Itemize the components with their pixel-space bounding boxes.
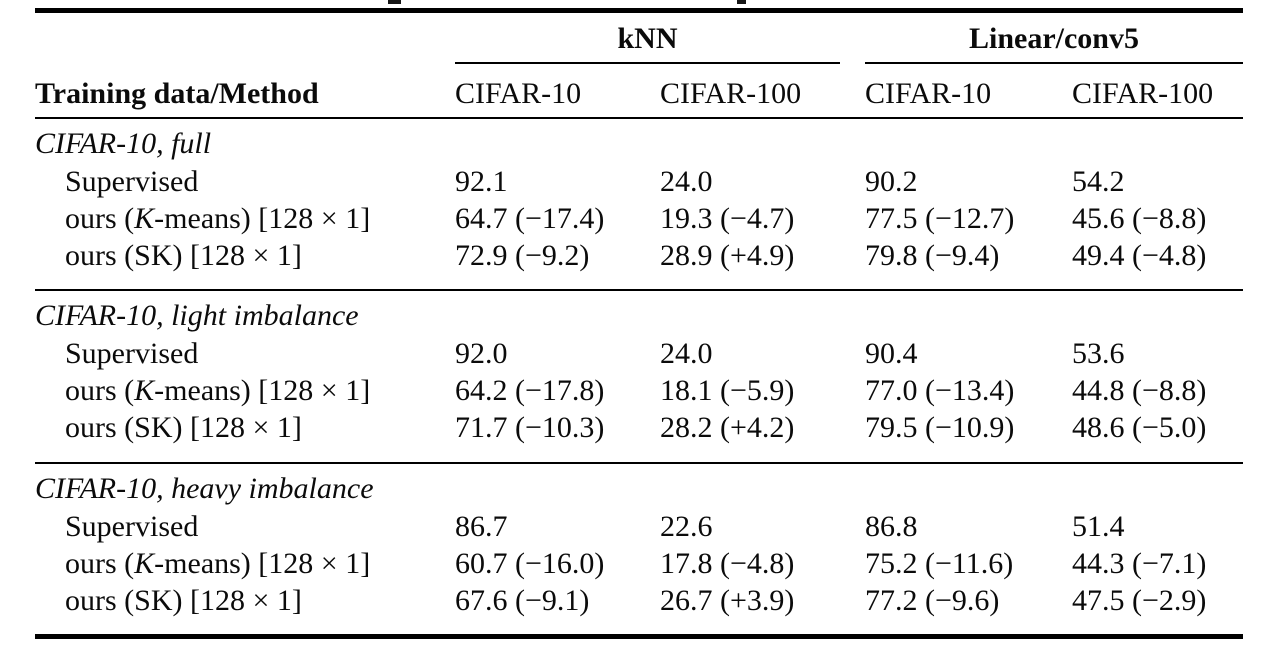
value-cell: 44.3 (−7.1) bbox=[1072, 547, 1207, 580]
linear-cmidrule bbox=[865, 62, 1243, 64]
table-top-rule bbox=[35, 8, 1243, 13]
method-text: ours ( bbox=[65, 547, 135, 580]
method-cell: ours (K-means) [128 × 1] bbox=[35, 372, 455, 409]
method-text: -means) [128 × 1] bbox=[154, 374, 371, 407]
knn-group-label: kNN bbox=[617, 22, 678, 55]
table-row: ours (SK) [128 × 1] 71.7 (−10.3) 28.2 (+… bbox=[35, 409, 1243, 446]
value-cell: 44.8 (−8.8) bbox=[1072, 374, 1207, 407]
value-cell: 28.9 (+4.9) bbox=[660, 239, 795, 272]
method-text: ours (SK) [128 × 1] bbox=[65, 584, 302, 617]
method-cell: ours (SK) [128 × 1] bbox=[35, 409, 455, 446]
value-cell: 92.0 bbox=[455, 337, 508, 370]
section-cifar10-light-imbalance: CIFAR-10, light imbalance Supervised 92.… bbox=[35, 291, 1243, 462]
method-cell: Supervised bbox=[35, 335, 455, 372]
value-cell: 49.4 (−4.8) bbox=[1072, 239, 1207, 272]
method-column-header: Training data/Method bbox=[35, 77, 319, 110]
method-cell: Supervised bbox=[35, 163, 455, 200]
section-divider-rule bbox=[35, 289, 1243, 291]
method-cell: ours (SK) [128 × 1] bbox=[35, 582, 455, 619]
table-row: ours (SK) [128 × 1] 72.9 (−9.2) 28.9 (+4… bbox=[35, 237, 1243, 274]
value-cell: 64.7 (−17.4) bbox=[455, 202, 605, 235]
table-row: ours (K-means) [128 × 1] 64.2 (−17.8) 18… bbox=[35, 372, 1243, 409]
group-header-row: kNN Linear/conv5 bbox=[35, 13, 1243, 64]
method-text: Supervised bbox=[65, 165, 199, 198]
table-row: ours (K-means) [128 × 1] 64.7 (−17.4) 19… bbox=[35, 200, 1243, 237]
value-cell: 51.4 bbox=[1072, 510, 1125, 543]
value-cell: 90.4 bbox=[865, 337, 918, 370]
value-cell: 19.3 (−4.7) bbox=[660, 202, 795, 235]
value-cell: 60.7 (−16.0) bbox=[455, 547, 605, 580]
results-table: kNN Linear/conv5 Training data/Method CI… bbox=[35, 8, 1243, 639]
method-text: ours ( bbox=[65, 202, 135, 235]
value-cell: 67.6 (−9.1) bbox=[455, 584, 590, 617]
column-header-linear-cifar10: CIFAR-10 bbox=[865, 77, 992, 110]
column-header-linear-cifar100: CIFAR-100 bbox=[1072, 77, 1214, 110]
group-header-spacer bbox=[35, 13, 455, 64]
section-title: CIFAR-10, full bbox=[35, 127, 212, 160]
table-row: Supervised 92.1 24.0 90.2 54.2 bbox=[35, 163, 1243, 200]
group-header-knn: kNN bbox=[455, 13, 865, 64]
column-header-knn-cifar10: CIFAR-10 bbox=[455, 77, 582, 110]
caption-fragment bbox=[737, 0, 746, 4]
method-text: ours (SK) [128 × 1] bbox=[65, 239, 302, 272]
value-cell: 17.8 (−4.8) bbox=[660, 547, 795, 580]
value-cell: 45.6 (−8.8) bbox=[1072, 202, 1207, 235]
method-text: -means) [128 × 1] bbox=[154, 547, 371, 580]
method-text: Supervised bbox=[65, 337, 199, 370]
column-header-row: Training data/Method CIFAR-10 CIFAR-100 … bbox=[35, 64, 1243, 117]
value-cell: 79.8 (−9.4) bbox=[865, 239, 1000, 272]
value-cell: 24.0 bbox=[660, 165, 713, 198]
method-italic-var: K bbox=[134, 374, 155, 407]
header-midrule bbox=[35, 117, 1243, 119]
value-cell: 64.2 (−17.8) bbox=[455, 374, 605, 407]
section-cifar10-full: CIFAR-10, full Supervised 92.1 24.0 90.2… bbox=[35, 119, 1243, 289]
value-cell: 24.0 bbox=[660, 337, 713, 370]
value-cell: 28.2 (+4.2) bbox=[660, 411, 795, 444]
table-row: ours (SK) [128 × 1] 67.6 (−9.1) 26.7 (+3… bbox=[35, 582, 1243, 619]
value-cell: 77.0 (−13.4) bbox=[865, 374, 1015, 407]
linear-group-label: Linear/conv5 bbox=[969, 22, 1139, 55]
knn-cmidrule bbox=[455, 62, 840, 64]
group-header-linear: Linear/conv5 bbox=[865, 13, 1243, 64]
method-italic-var: K bbox=[134, 547, 155, 580]
section-divider-rule bbox=[35, 462, 1243, 464]
value-cell: 71.7 (−10.3) bbox=[455, 411, 605, 444]
value-cell: 79.5 (−10.9) bbox=[865, 411, 1015, 444]
method-text: -means) [128 × 1] bbox=[154, 202, 371, 235]
method-italic-var: K bbox=[134, 202, 155, 235]
value-cell: 90.2 bbox=[865, 165, 918, 198]
table-row: Supervised 86.7 22.6 86.8 51.4 bbox=[35, 508, 1243, 545]
method-text: Supervised bbox=[65, 510, 199, 543]
method-text: ours (SK) [128 × 1] bbox=[65, 411, 302, 444]
value-cell: 77.5 (−12.7) bbox=[865, 202, 1015, 235]
method-cell: ours (K-means) [128 × 1] bbox=[35, 200, 455, 237]
table-row: ours (K-means) [128 × 1] 60.7 (−16.0) 17… bbox=[35, 545, 1243, 582]
value-cell: 22.6 bbox=[660, 510, 713, 543]
value-cell: 18.1 (−5.9) bbox=[660, 374, 795, 407]
caption-fragment bbox=[388, 0, 401, 4]
value-cell: 86.8 bbox=[865, 510, 918, 543]
method-text: ours ( bbox=[65, 374, 135, 407]
value-cell: 75.2 (−11.6) bbox=[865, 547, 1014, 580]
value-cell: 77.2 (−9.6) bbox=[865, 584, 1000, 617]
section-title: CIFAR-10, light imbalance bbox=[35, 299, 359, 332]
method-cell: ours (K-means) [128 × 1] bbox=[35, 545, 455, 582]
value-cell: 72.9 (−9.2) bbox=[455, 239, 590, 272]
section-title: CIFAR-10, heavy imbalance bbox=[35, 472, 374, 505]
value-cell: 92.1 bbox=[455, 165, 508, 198]
table-bottom-rule bbox=[35, 634, 1243, 639]
value-cell: 53.6 bbox=[1072, 337, 1125, 370]
method-cell: ours (SK) [128 × 1] bbox=[35, 237, 455, 274]
value-cell: 47.5 (−2.9) bbox=[1072, 584, 1207, 617]
value-cell: 86.7 bbox=[455, 510, 508, 543]
method-cell: Supervised bbox=[35, 508, 455, 545]
section-cifar10-heavy-imbalance: CIFAR-10, heavy imbalance Supervised 86.… bbox=[35, 464, 1243, 634]
column-header-knn-cifar100: CIFAR-100 bbox=[660, 77, 802, 110]
value-cell: 26.7 (+3.9) bbox=[660, 584, 795, 617]
value-cell: 48.6 (−5.0) bbox=[1072, 411, 1207, 444]
table-row: Supervised 92.0 24.0 90.4 53.6 bbox=[35, 335, 1243, 372]
value-cell: 54.2 bbox=[1072, 165, 1125, 198]
